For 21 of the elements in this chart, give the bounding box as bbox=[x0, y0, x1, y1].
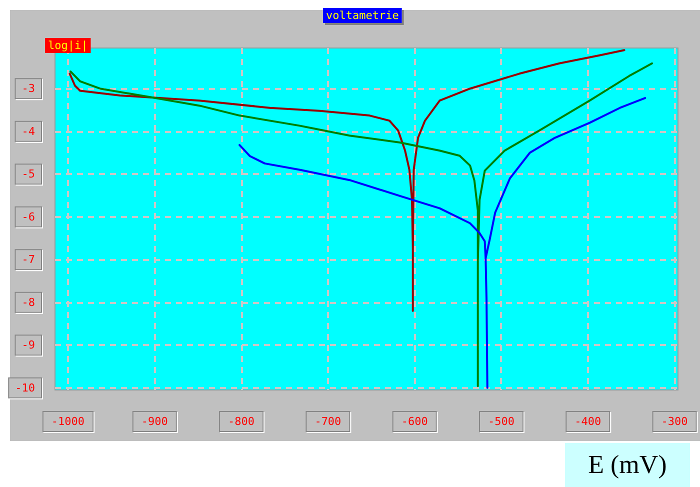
x-tick-label: -600 bbox=[401, 415, 428, 428]
x-tick-label: -900 bbox=[141, 415, 168, 428]
x-tick-label: -300 bbox=[661, 415, 688, 428]
y-tick-label: -4 bbox=[22, 124, 36, 138]
line-series bbox=[70, 62, 654, 388]
y-tick-label: -8 bbox=[22, 296, 35, 309]
x-tick-label: -500 bbox=[488, 415, 514, 428]
y-tick-label: -10 bbox=[15, 381, 35, 394]
y-tick-label: -5 bbox=[22, 168, 35, 181]
y-tick-label: -6 bbox=[22, 210, 35, 224]
chart-title: voltametrie bbox=[326, 9, 399, 22]
x-tick-label: -400 bbox=[574, 415, 602, 428]
y-tick-label: -3 bbox=[22, 82, 35, 96]
x-axis-title: E (mV) bbox=[565, 443, 690, 487]
y-tick-label: -9 bbox=[22, 338, 35, 352]
y-tick-label: -7 bbox=[22, 253, 35, 266]
y-axis-title: log|i| bbox=[48, 39, 88, 52]
x-tick-label: -1000 bbox=[51, 415, 85, 428]
x-tick-label: -700 bbox=[314, 415, 342, 428]
line-series bbox=[238, 97, 646, 389]
x-tick-label: -800 bbox=[228, 415, 255, 428]
